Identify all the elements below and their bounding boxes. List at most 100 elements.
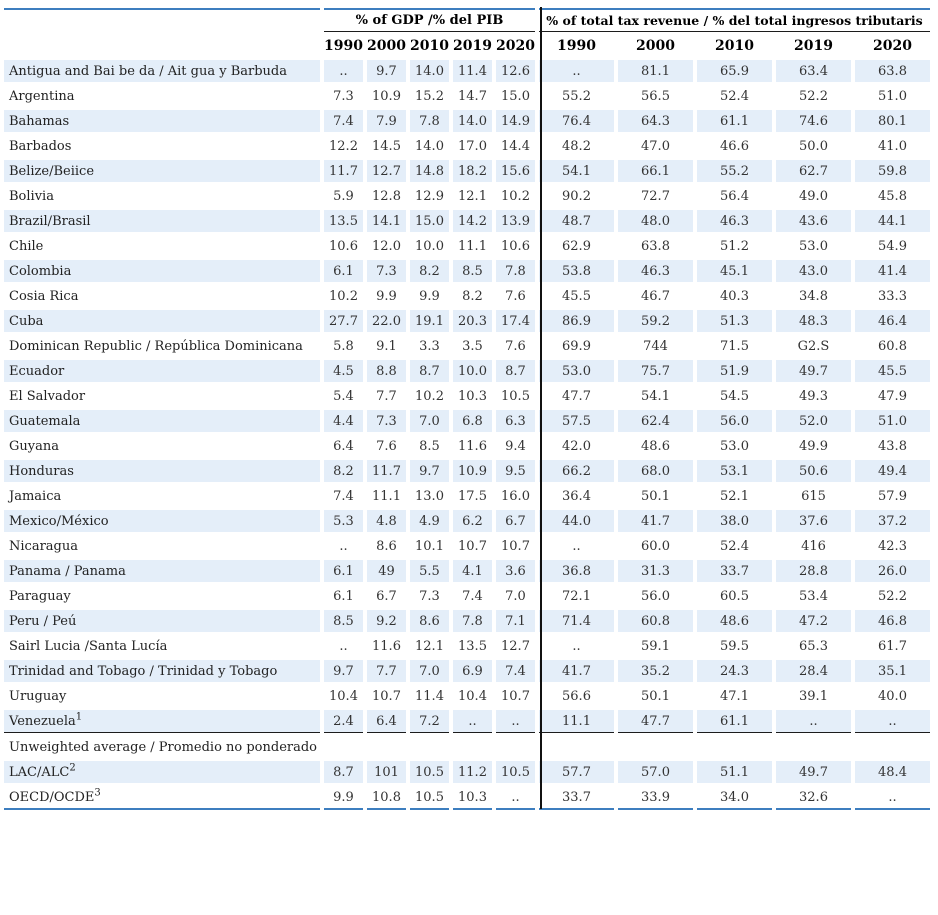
gdp-value-cell: 6.7: [496, 510, 535, 532]
revenue-value-cell: 48.7: [539, 210, 614, 232]
revenue-value-cell: 90.2: [562, 188, 591, 204]
revenue-value-cell: 56.6: [562, 688, 591, 704]
revenue-value-cell: 60.5: [720, 588, 749, 604]
gdp-value-cell: 8.7: [410, 360, 449, 382]
gdp-value-cell: 7.4: [462, 588, 483, 604]
country-name: Venezuela: [9, 713, 76, 729]
country-name: Chile: [9, 238, 44, 254]
gdp-value-cell: 7.8: [496, 260, 535, 282]
revenue-value-cell: 60.8: [618, 610, 693, 632]
revenue-value-cell: 55.2: [562, 88, 591, 104]
gdp-value-cell: 14.0: [410, 60, 449, 82]
gdp-value-cell: 11.4: [453, 60, 492, 82]
revenue-value-cell: 34.0: [697, 786, 772, 810]
gdp-value-cell: 12.1: [415, 638, 444, 654]
revenue-value-cell: 33.7: [539, 786, 614, 810]
year-header-row: 1990 2000 2010 2019 2020 1990 2000 2010 2019 2020: [4, 35, 930, 57]
revenue-value-cell: 51.0: [855, 410, 930, 432]
gdp-value-cell: 5.4: [333, 388, 354, 404]
gdp-value-cell: 6.7: [376, 588, 397, 604]
gdp-value-cell: 10.4: [329, 688, 358, 704]
gdp-value-cell: 10.7: [501, 538, 530, 554]
gdp-value-cell: 27.7: [324, 310, 363, 332]
gdp-value-cell: 9.4: [505, 438, 526, 454]
gdp-value-cell: 7.3: [367, 410, 406, 432]
gdp-value-cell: 10.1: [415, 538, 444, 554]
revenue-value-cell: 53.8: [539, 260, 614, 282]
gdp-value-cell: 10.2: [415, 388, 444, 404]
gdp-value-cell: 6.9: [453, 660, 492, 682]
table-row: Honduras 8.2 11.7 9.7 10.9 9.5 66.2 68.0 53.1 50.…: [4, 460, 930, 482]
gdp-value-cell: 7.2: [410, 710, 449, 733]
revenue-value-cell: 86.9: [539, 310, 614, 332]
revenue-value-cell: 33.7: [697, 560, 772, 582]
table-row: LAC/ALC2 8.7 101 10.5 11.2 10.5 57.7 57.0 51.1 49…: [4, 761, 930, 783]
gdp-value-cell: 9.9: [376, 288, 397, 304]
revenue-value-cell: 43.6: [776, 210, 851, 232]
gdp-value-cell: 7.3: [367, 260, 406, 282]
revenue-value-cell: 38.0: [697, 510, 772, 532]
gdp-value-cell: 6.1: [333, 588, 354, 604]
table-row: Cosia Rica 10.2 9.9 9.9 8.2 7.6 45.5 46.7 40.3 34…: [4, 285, 930, 307]
revenue-value-cell: 615: [801, 488, 826, 504]
revenue-value-cell: 68.0: [618, 460, 693, 482]
country-cell: Colombia: [4, 260, 320, 282]
revenue-value-cell: 49.3: [799, 388, 828, 404]
gdp-value-cell: 22.0: [367, 310, 406, 332]
revenue-value-cell: 61.1: [697, 710, 772, 733]
gdp-value-cell: 15.0: [501, 88, 530, 104]
revenue-value-cell: 53.0: [539, 360, 614, 382]
revenue-value-cell: 53.4: [799, 588, 828, 604]
gdp-value-cell: 14.2: [453, 210, 492, 232]
gdp-value-cell: 7.6: [376, 438, 397, 454]
revenue-value-cell: 31.3: [618, 560, 693, 582]
gdp-value-cell: 11.7: [324, 160, 363, 182]
revenue-value-cell: 66.2: [539, 460, 614, 482]
table-row: Cuba 27.7 22.0 19.1 20.3 17.4 86.9 59.2 51.3 48.3…: [4, 310, 930, 332]
country-cell: Brazil/Brasil: [4, 210, 320, 232]
tax-revenue-table: % of GDP /% del PIB % of total tax reven…: [0, 5, 934, 813]
revenue-value-cell: ..: [855, 710, 930, 733]
year-header-rev-1990: 1990: [557, 38, 596, 54]
table-row: Ecuador 4.5 8.8 8.7 10.0 8.7 53.0 75.7 51.9 49.7 4…: [4, 360, 930, 382]
revenue-value-cell: 56.4: [720, 188, 749, 204]
gdp-value-cell: 17.4: [496, 310, 535, 332]
gdp-value-cell: 11.2: [453, 761, 492, 783]
gdp-value-cell: 15.2: [415, 88, 444, 104]
revenue-value-cell: [697, 736, 772, 758]
revenue-value-cell: 64.3: [618, 110, 693, 132]
gdp-value-cell: 12.2: [329, 138, 358, 154]
revenue-value-cell: 71.5: [720, 338, 749, 354]
revenue-value-cell: 56.0: [697, 410, 772, 432]
revenue-value-cell: 60.0: [641, 538, 670, 554]
country-cell: Bolivia: [4, 185, 320, 207]
country-cell: OECD/OCDE3: [4, 786, 320, 810]
year-header-gdp-2020: 2020: [496, 38, 535, 54]
gdp-value-cell: 18.2: [453, 160, 492, 182]
revenue-value-cell: 36.4: [562, 488, 591, 504]
revenue-value-cell: 43.0: [776, 260, 851, 282]
country-name: OECD/OCDE: [9, 789, 95, 805]
revenue-value-cell: 47.9: [878, 388, 907, 404]
revenue-value-cell: 62.9: [562, 238, 591, 254]
revenue-value-cell: 37.6: [776, 510, 851, 532]
revenue-value-cell: 56.0: [641, 588, 670, 604]
gdp-value-cell: 13.5: [324, 210, 363, 232]
country-cell: Guyana: [4, 435, 320, 457]
table-row: Dominican Republic / República Dominican…: [4, 335, 930, 357]
gdp-value-cell: 12.0: [372, 238, 401, 254]
revenue-value-cell: 62.4: [618, 410, 693, 432]
revenue-value-cell: 24.3: [697, 660, 772, 682]
footnote-marker: 2: [69, 762, 76, 774]
revenue-value-cell: [776, 736, 851, 758]
revenue-value-cell: 59.8: [855, 160, 930, 182]
gdp-value-cell: 3.6: [496, 560, 535, 582]
gdp-value-cell: 10.9: [372, 88, 401, 104]
table-row: Uruguay 10.4 10.7 11.4 10.4 10.7 56.6 50.1 47.1 3…: [4, 685, 930, 707]
gdp-value-cell: 15.0: [410, 210, 449, 232]
gdp-value-cell: 7.3: [419, 588, 440, 604]
gdp-value-cell: 13.5: [458, 638, 487, 654]
revenue-value-cell: 66.1: [618, 160, 693, 182]
table-row: Jamaica 7.4 11.1 13.0 17.5 16.0 36.4 50.1 52.1 61…: [4, 485, 930, 507]
revenue-value-cell: 61.7: [878, 638, 907, 654]
